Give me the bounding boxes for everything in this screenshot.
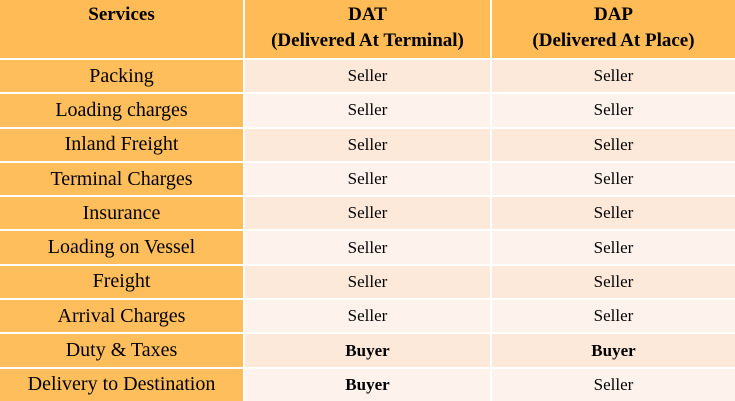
party-cell: Buyer xyxy=(245,368,490,401)
party-cell: Seller xyxy=(492,162,735,196)
party: Seller xyxy=(347,134,388,154)
party-cell: Seller xyxy=(245,128,490,161)
service-cell: Insurance xyxy=(0,197,243,230)
party-cell: Seller xyxy=(245,60,490,93)
party: Buyer xyxy=(591,340,636,360)
party: Seller xyxy=(347,203,388,223)
party-cell: Buyer xyxy=(492,334,735,367)
header-text: (Delivered At Place) xyxy=(532,30,695,51)
service-cell: Delivery to Destination xyxy=(0,368,243,401)
header-text: (Delivered At Terminal) xyxy=(271,30,464,51)
service-cell: Terminal Charges xyxy=(0,162,243,196)
party-cell: Buyer xyxy=(245,334,490,367)
service-cell: Duty & Taxes xyxy=(0,334,243,367)
party: Buyer xyxy=(345,340,390,360)
party: Buyer xyxy=(345,374,390,394)
service-cell: Arrival Charges xyxy=(0,300,243,333)
party-cell: Seller xyxy=(492,128,735,161)
party: Seller xyxy=(347,306,388,326)
party-cell: Seller xyxy=(492,265,735,299)
service-name: Delivery to Destination xyxy=(27,373,216,396)
header-text: DAT xyxy=(348,4,387,25)
party-cell: Seller xyxy=(492,300,735,333)
party-cell: Seller xyxy=(492,94,735,127)
party-cell: Seller xyxy=(492,368,735,401)
party: Seller xyxy=(347,100,388,120)
service-cell: Packing xyxy=(0,60,243,93)
party-cell: Seller xyxy=(245,94,490,127)
party: Seller xyxy=(347,66,388,86)
header-cell: Services xyxy=(0,0,243,58)
party: Seller xyxy=(593,66,634,86)
party: Seller xyxy=(347,169,388,189)
party-cell: Seller xyxy=(245,300,490,333)
service-cell: Loading charges xyxy=(0,94,243,127)
header-cell: DAP (Delivered At Place) xyxy=(492,0,735,58)
service-name: Inland Freight xyxy=(64,133,179,156)
party-cell: Seller xyxy=(245,265,490,299)
party: Seller xyxy=(593,306,634,326)
party: Seller xyxy=(347,271,388,291)
party-cell: Seller xyxy=(492,60,735,93)
party-cell: Seller xyxy=(245,197,490,230)
service-name: Packing xyxy=(89,64,154,87)
party-cell: Seller xyxy=(492,197,735,230)
service-name: Loading on Vessel xyxy=(47,236,196,259)
party: Seller xyxy=(593,271,634,291)
service-name: Insurance xyxy=(82,201,161,224)
service-name: Freight xyxy=(92,270,151,293)
party-cell: Seller xyxy=(492,231,735,264)
party-cell: Seller xyxy=(245,162,490,196)
party: Seller xyxy=(593,237,634,257)
party: Seller xyxy=(593,169,634,189)
service-cell: Loading on Vessel xyxy=(0,231,243,264)
party: Seller xyxy=(593,203,634,223)
header-text: DAP xyxy=(593,4,634,25)
service-name: Terminal Charges xyxy=(50,167,193,190)
party: Seller xyxy=(593,100,634,120)
header-text: Services xyxy=(88,4,155,25)
service-cell: Freight xyxy=(0,265,243,299)
header-cell: DAT (Delivered At Terminal) xyxy=(245,0,490,58)
party: Seller xyxy=(347,237,388,257)
service-name: Duty & Taxes xyxy=(65,339,178,362)
service-name: Arrival Charges xyxy=(57,304,186,327)
service-name: Loading charges xyxy=(55,98,188,121)
party: Seller xyxy=(593,134,634,154)
party-cell: Seller xyxy=(245,231,490,264)
party: Seller xyxy=(593,374,634,394)
service-cell: Inland Freight xyxy=(0,128,243,161)
